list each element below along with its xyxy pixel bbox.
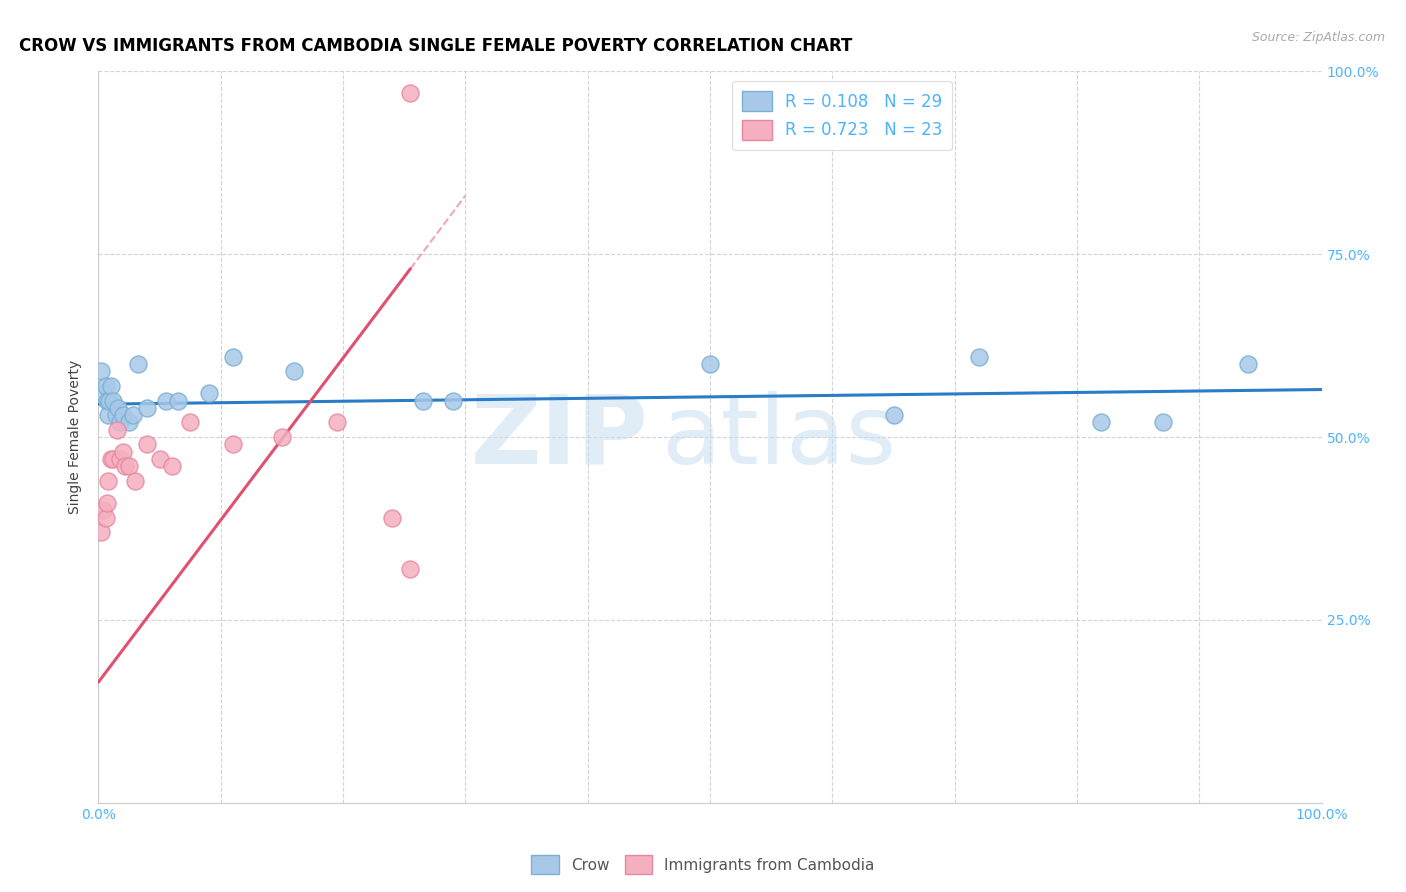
Point	[107, 401, 129, 415]
Point	[1237, 357, 1260, 371]
Point	[118, 459, 141, 474]
Point	[167, 393, 190, 408]
Point	[197, 386, 219, 401]
Point	[270, 430, 294, 444]
Point	[412, 393, 434, 408]
Point	[111, 408, 134, 422]
Point	[105, 423, 128, 437]
Point	[179, 416, 201, 430]
Text: atlas: atlas	[661, 391, 896, 483]
Point	[699, 357, 721, 371]
Y-axis label: Single Female Poverty: Single Female Poverty	[69, 360, 83, 514]
Point	[100, 452, 122, 467]
Point	[98, 393, 121, 408]
Point	[127, 357, 149, 371]
Point	[100, 379, 122, 393]
Point	[97, 408, 120, 422]
Point	[101, 393, 124, 408]
Text: ZIP: ZIP	[471, 391, 650, 483]
Point	[94, 510, 117, 524]
Point	[90, 364, 112, 378]
Point	[91, 503, 114, 517]
Point	[101, 452, 124, 467]
Point	[222, 350, 245, 364]
Point	[118, 416, 141, 430]
Point	[136, 437, 159, 451]
Point	[399, 562, 422, 576]
Point	[94, 379, 117, 393]
Point	[136, 401, 159, 415]
Point	[90, 525, 112, 540]
Point	[1152, 416, 1174, 430]
Point	[149, 452, 172, 467]
Point	[283, 364, 305, 378]
Point	[222, 437, 245, 451]
Point	[110, 416, 132, 430]
Legend: R = 0.108   N = 29, R = 0.723   N = 23: R = 0.108 N = 29, R = 0.723 N = 23	[731, 81, 952, 150]
Point	[399, 87, 422, 101]
Point	[114, 459, 136, 474]
Point	[124, 474, 146, 488]
Text: CROW VS IMMIGRANTS FROM CAMBODIA SINGLE FEMALE POVERTY CORRELATION CHART: CROW VS IMMIGRANTS FROM CAMBODIA SINGLE …	[18, 37, 852, 54]
Point	[883, 408, 905, 422]
Point	[441, 393, 464, 408]
Point	[111, 444, 134, 458]
Point	[1090, 416, 1112, 430]
Point	[96, 496, 118, 510]
Legend: Crow, Immigrants from Cambodia: Crow, Immigrants from Cambodia	[524, 849, 882, 880]
Point	[91, 386, 114, 401]
Point	[97, 474, 120, 488]
Point	[381, 510, 404, 524]
Text: Source: ZipAtlas.com: Source: ZipAtlas.com	[1251, 31, 1385, 45]
Point	[121, 408, 143, 422]
Point	[155, 393, 177, 408]
Point	[110, 452, 132, 467]
Point	[96, 393, 118, 408]
Point	[326, 416, 349, 430]
Point	[967, 350, 990, 364]
Point	[160, 459, 183, 474]
Point	[104, 408, 127, 422]
